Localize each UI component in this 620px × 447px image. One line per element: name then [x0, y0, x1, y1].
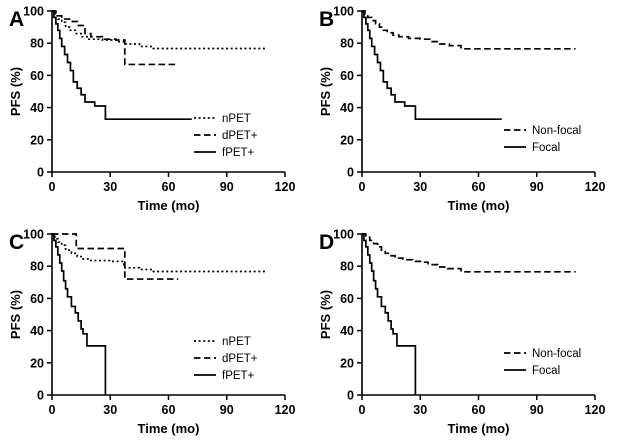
- x-axis-tick-label: 30: [413, 180, 427, 194]
- curve-fpet-: [52, 233, 107, 395]
- x-axis-tick-label: 90: [530, 180, 544, 194]
- y-axis-tick-label: 80: [340, 260, 354, 274]
- y-axis-tick-label: 100: [333, 228, 354, 242]
- panel-b: B 0 20 40 60 80 100 0 30 60 90 120 Time (mo) PFS (%) N…: [310, 0, 620, 223]
- y-axis-tick-label: 20: [340, 356, 354, 370]
- panel-letter: A: [9, 8, 24, 31]
- y-axis-tick-label: 0: [37, 166, 44, 180]
- x-axis-tick-label: 60: [472, 403, 486, 417]
- x-axis-tick-label: 120: [275, 403, 296, 417]
- y-axis-title: PFS (%): [318, 290, 333, 339]
- curve-npet: [52, 10, 266, 50]
- y-axis-tick-label: 0: [37, 389, 44, 403]
- curve-focal: [362, 233, 417, 395]
- legend-label-dpet-: dPET+: [222, 130, 258, 142]
- x-axis-tick-label: 0: [359, 403, 366, 417]
- x-axis-tick-label: 0: [359, 180, 366, 194]
- panel-a: A 0 20 40 60 80 100 0 30 60 90 120 Time (mo) PFS (%) n…: [0, 0, 310, 223]
- x-axis-tick-label: 120: [275, 180, 296, 194]
- y-axis-tick-label: 80: [340, 37, 354, 51]
- y-axis-title: PFS (%): [8, 290, 23, 339]
- y-axis-tick-label: 80: [30, 37, 44, 51]
- curve-npet: [52, 233, 266, 273]
- x-axis-title: Time (mo): [138, 198, 200, 213]
- y-axis-tick-label: 40: [340, 101, 354, 115]
- x-axis-tick-label: 30: [103, 403, 117, 417]
- y-axis-tick-label: 20: [30, 356, 44, 370]
- panel-letter: D: [319, 231, 334, 254]
- x-axis-title: Time (mo): [138, 421, 200, 436]
- legend-label-dpet-: dPET+: [222, 353, 258, 365]
- legend-label-fpet-: fPET+: [222, 370, 255, 382]
- panel-c: C 0 20 40 60 80 100 0 30 60 90 120 Time (mo) PFS (%) n…: [0, 223, 310, 446]
- curve-non-focal: [362, 10, 576, 50]
- x-axis-tick-label: 60: [472, 180, 486, 194]
- y-axis-tick-label: 60: [30, 69, 44, 83]
- x-axis-title: Time (mo): [448, 198, 510, 213]
- y-axis-tick-label: 20: [30, 133, 44, 147]
- y-axis-tick-label: 20: [340, 133, 354, 147]
- x-axis-tick-label: 0: [49, 403, 56, 417]
- x-axis-tick-label: 90: [220, 180, 234, 194]
- curve-dpet-: [52, 233, 179, 280]
- legend-label-focal: Focal: [532, 365, 560, 377]
- legend-label-non-focal: Non-focal: [532, 348, 581, 360]
- x-axis-tick-label: 90: [220, 403, 234, 417]
- x-axis-tick-label: 60: [162, 180, 176, 194]
- x-axis-tick-label: 120: [585, 403, 606, 417]
- y-axis-tick-label: 60: [30, 292, 44, 306]
- x-axis-tick-label: 60: [162, 403, 176, 417]
- panel-plot-d: D 0 20 40 60 80 100 0 30 60 90 120 Time (mo) PFS (%) N…: [318, 228, 606, 437]
- y-axis-tick-label: 100: [333, 5, 354, 19]
- curve-fpet-: [52, 10, 192, 121]
- x-axis-tick-label: 30: [103, 180, 117, 194]
- y-axis-tick-label: 100: [23, 228, 44, 242]
- curve-focal: [362, 10, 502, 121]
- y-axis-tick-label: 0: [347, 166, 354, 180]
- y-axis-tick-label: 60: [340, 292, 354, 306]
- x-axis-tick-label: 30: [413, 403, 427, 417]
- y-axis-tick-label: 80: [30, 260, 44, 274]
- x-axis-title: Time (mo): [448, 421, 510, 436]
- panel-letter: C: [9, 231, 24, 254]
- panel-d: D 0 20 40 60 80 100 0 30 60 90 120 Time (mo) PFS (%) N…: [310, 223, 620, 446]
- x-axis-tick-label: 0: [49, 180, 56, 194]
- legend-label-non-focal: Non-focal: [532, 125, 581, 137]
- y-axis-title: PFS (%): [318, 67, 333, 116]
- legend-label-focal: Focal: [532, 142, 560, 154]
- y-axis-tick-label: 60: [340, 69, 354, 83]
- y-axis-tick-label: 100: [23, 5, 44, 19]
- legend-label-npet: nPET: [222, 336, 251, 348]
- panel-plot-c: C 0 20 40 60 80 100 0 30 60 90 120 Time (mo) PFS (%) n…: [8, 228, 296, 437]
- x-axis-tick-label: 90: [530, 403, 544, 417]
- legend-label-npet: nPET: [222, 113, 251, 125]
- panel-plot-a: A 0 20 40 60 80 100 0 30 60 90 120 Time (mo) PFS (%) n…: [8, 5, 296, 214]
- y-axis-tick-label: 40: [30, 324, 44, 338]
- legend-label-fpet-: fPET+: [222, 147, 255, 159]
- y-axis-title: PFS (%): [8, 67, 23, 116]
- panel-plot-b: B 0 20 40 60 80 100 0 30 60 90 120 Time (mo) PFS (%) N…: [318, 5, 606, 214]
- y-axis-tick-label: 40: [340, 324, 354, 338]
- x-axis-tick-label: 120: [585, 180, 606, 194]
- curve-dpet-: [52, 10, 179, 66]
- y-axis-tick-label: 40: [30, 101, 44, 115]
- curve-non-focal: [362, 233, 576, 273]
- y-axis-tick-label: 0: [347, 389, 354, 403]
- panel-letter: B: [319, 8, 334, 31]
